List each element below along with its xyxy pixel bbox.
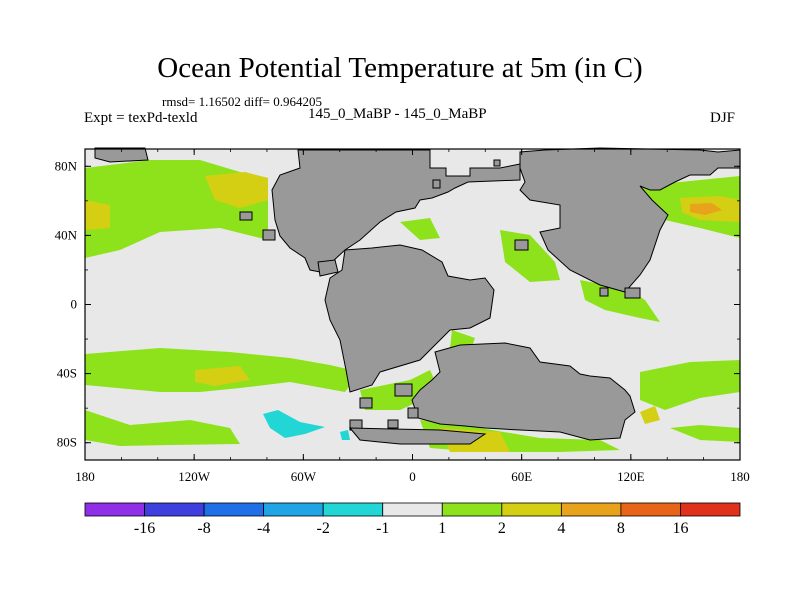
colorbar-label: 1 xyxy=(438,520,446,537)
colorbar-swatch xyxy=(680,502,741,517)
season-label: DJF xyxy=(710,110,736,126)
colorbar-label: -2 xyxy=(317,520,330,537)
land-island-12 xyxy=(387,419,399,429)
experiment-label: Expt = texPd-texld xyxy=(84,110,198,126)
colorbar-label: 16 xyxy=(672,520,688,537)
y-axis: 80N 40N 0 40S 80S xyxy=(55,158,740,450)
stats-label: rmsd= 1.16502 diff= 0.964205 xyxy=(162,94,322,109)
colorbar-label: -4 xyxy=(257,520,270,537)
land-island-5 xyxy=(432,179,441,189)
colorbar-swatch xyxy=(501,502,562,517)
y-tick-label: 40S xyxy=(57,366,77,381)
colorbar-label: -1 xyxy=(376,520,389,537)
x-tick-label: 120E xyxy=(617,469,645,484)
land-island-6 xyxy=(514,239,529,251)
land-island-8 xyxy=(394,383,413,397)
y-tick-label: 0 xyxy=(71,297,78,312)
comparison-label: 145_0_MaBP - 145_0_MaBP xyxy=(308,106,487,122)
colorbar-swatch xyxy=(84,502,145,517)
colorbar-swatch xyxy=(144,502,205,517)
y-tick-label: 80S xyxy=(57,435,77,450)
chart-title: Ocean Potential Temperature at 5m (in C) xyxy=(157,52,643,84)
land-island-1 xyxy=(239,211,253,221)
colorbar-label: 8 xyxy=(617,520,625,537)
x-tick-label: 60E xyxy=(511,469,532,484)
colorbar: -16 -8 -4 -2 -1 1 2 4 8 16 xyxy=(84,502,741,537)
land-island-2 xyxy=(262,229,276,241)
land-east-asia-bump xyxy=(599,287,609,297)
land-antarctic-shelf xyxy=(348,427,487,445)
x-tick-label: 180 xyxy=(730,469,750,484)
x-tick-label: 180 xyxy=(75,469,95,484)
land-island-10 xyxy=(407,407,419,419)
colorbar-label: -8 xyxy=(197,520,210,537)
x-tick-label: 0 xyxy=(409,469,416,484)
colorbar-swatch xyxy=(322,502,384,517)
x-tick-label: 60W xyxy=(291,469,317,484)
colorbar-swatch xyxy=(203,502,265,517)
land-north-america-east xyxy=(271,149,521,273)
map-plot xyxy=(84,147,741,461)
colorbar-swatch xyxy=(560,502,622,517)
land-greenland-small xyxy=(94,147,149,163)
colorbar-swatch xyxy=(382,502,443,517)
x-axis: 180 120W 60W 0 60E 120E 180 xyxy=(75,149,750,484)
land-island-7 xyxy=(624,287,641,299)
colorbar-label: 4 xyxy=(557,520,565,537)
cyan-regions xyxy=(263,410,350,440)
land-masses xyxy=(94,147,741,445)
land-island-3 xyxy=(317,259,339,277)
land-south-america-africa xyxy=(324,244,495,393)
y-tick-label: 80N xyxy=(55,158,78,173)
x-tick-label: 120W xyxy=(178,469,211,484)
land-antarctica-india xyxy=(411,342,636,441)
land-island-4 xyxy=(493,159,501,167)
colorbar-label: -16 xyxy=(134,520,155,537)
colorbar-label: 2 xyxy=(498,520,506,537)
colorbar-swatch xyxy=(263,502,324,517)
colorbar-swatch xyxy=(620,502,681,517)
y-tick-label: 40N xyxy=(55,227,78,242)
land-island-9 xyxy=(359,397,373,409)
colorbar-swatch xyxy=(441,502,503,517)
orange-regions xyxy=(690,203,722,215)
